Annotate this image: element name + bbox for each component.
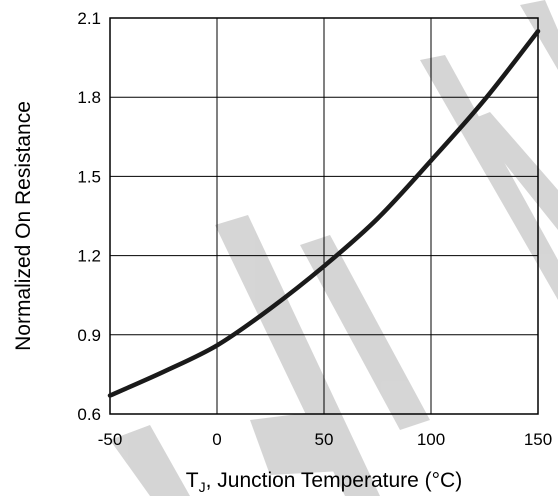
series-line xyxy=(107,28,541,398)
y-tick-label: 1.2 xyxy=(77,247,101,266)
plot-area-border xyxy=(109,17,539,415)
x-axis-label-main: T xyxy=(186,469,199,492)
y-tick-label: 2.1 xyxy=(77,9,101,28)
x-tick-labels: -50 0 50 100 150 xyxy=(98,430,552,449)
y-tick-label: 1.5 xyxy=(77,167,101,186)
x-axis-label-subscript: J xyxy=(199,479,206,495)
watermark xyxy=(110,0,558,496)
x-axis-label-rest: , Junction Temperature (°C) xyxy=(206,469,463,492)
grid xyxy=(109,17,539,415)
x-tick-label: -50 xyxy=(98,430,123,449)
y-axis-label: Normalized On Resistance xyxy=(12,101,35,351)
x-tick-label: 0 xyxy=(212,430,221,449)
y-tick-labels: 0.6 0.9 1.2 1.5 1.8 2.1 xyxy=(77,9,101,424)
y-tick-label: 0.9 xyxy=(77,326,101,345)
plot-frame xyxy=(109,17,539,415)
x-tick-label: 150 xyxy=(524,430,552,449)
y-tick-label: 0.6 xyxy=(77,405,101,424)
x-tick-label: 50 xyxy=(315,430,334,449)
x-axis-label: TJ, Junction Temperature (°C) xyxy=(186,469,462,495)
x-tick-label: 100 xyxy=(417,430,445,449)
y-tick-label: 1.8 xyxy=(77,88,101,107)
